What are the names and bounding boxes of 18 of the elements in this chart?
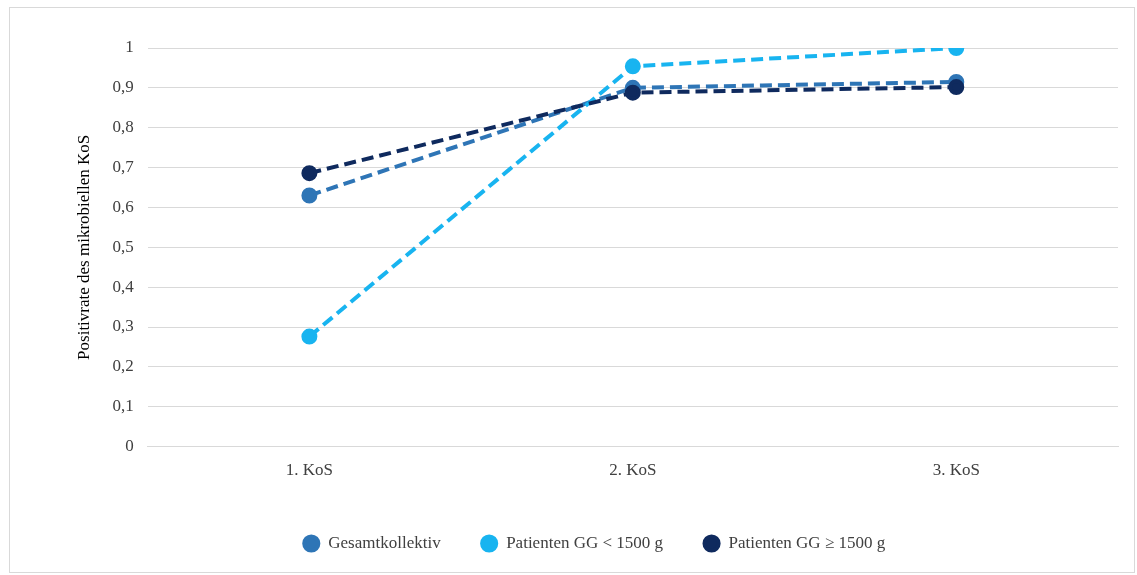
- y-tick-label: 0,7: [112, 157, 135, 177]
- y-tick-label: 1: [125, 37, 134, 57]
- y-tick-label: 0,8: [112, 117, 134, 137]
- y-tick-label: 0,5: [112, 236, 134, 256]
- y-tick-label: 0,3: [112, 316, 134, 336]
- y-axis-title: Positivrate des mikrobiellen KoS: [73, 134, 93, 360]
- legend-label: Gesamtkollektiv: [328, 532, 442, 552]
- x-tick-label: 2. KoS: [609, 460, 657, 480]
- y-tick-label: 0,6: [112, 196, 134, 216]
- legend-label: Patienten GG < 1500 g: [506, 532, 664, 552]
- legend-label: Patienten GG ≥ 1500 g: [728, 532, 886, 552]
- y-tick-label: 0,4: [112, 276, 135, 296]
- y-tick-label: 0: [125, 436, 134, 456]
- y-tick-label: 0,1: [112, 396, 134, 416]
- y-tick-label: 0,9: [112, 77, 134, 97]
- y-tick-label: 0,2: [112, 356, 134, 376]
- x-tick-label: 1. KoS: [285, 460, 333, 480]
- x-tick-label: 3. KoS: [932, 460, 980, 480]
